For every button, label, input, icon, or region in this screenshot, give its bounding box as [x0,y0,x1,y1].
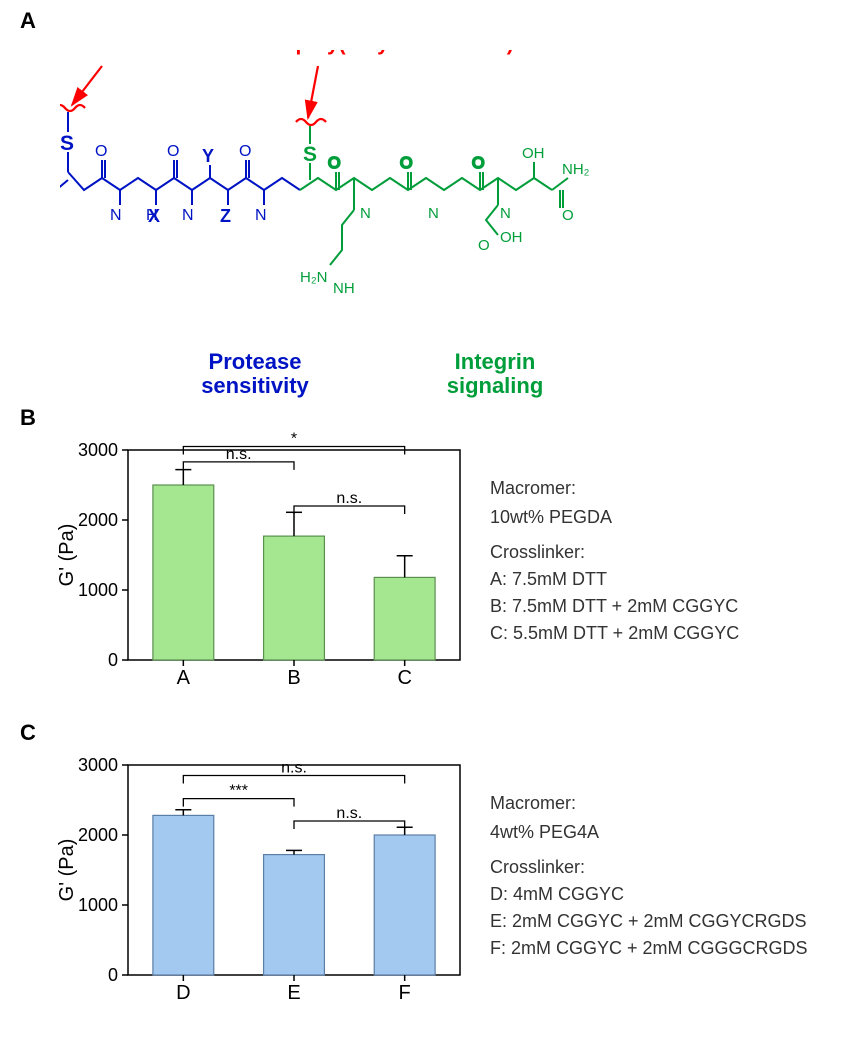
integrin-label: Integrin signaling [420,350,570,398]
svg-text:NH₂: NH₂ [562,161,590,178]
panel-a-title: Thioether bond or poly(acrylate-co-NVP) … [110,50,574,55]
s-2: S [303,143,317,166]
panel-label-a: A [20,8,36,34]
panel-label-b: B [20,405,36,431]
legend-b-macromer: 10wt% PEGDA [490,504,739,531]
legend-c-D: D: 4mM CGGYC [490,881,808,908]
legend-b-C: C: 5.5mM DTT + 2mM CGGYC [490,620,739,647]
svg-text:N: N [360,205,371,222]
backbone-blue-labels: OOO NH NN H₂N [60,143,267,224]
svg-text:OH: OH [522,145,545,162]
svg-text:E: E [287,982,300,1004]
svg-text:N: N [182,207,194,224]
svg-text:***: *** [229,783,248,800]
svg-text:H₂N: H₂N [300,269,328,286]
legend-c-E: E: 2mM CGGYC + 2mM CGGYCRGDS [490,908,808,935]
svg-text:F: F [399,982,411,1004]
backbone-blue [68,160,300,205]
schematic-svg: Thioether bond or poly(acrylate-co-NVP) … [60,50,620,380]
integrin-text1: Integrin [455,349,536,374]
svg-text:O: O [472,155,484,172]
svg-text:G' (Pa): G' (Pa) [56,839,78,902]
chart-b-svg: 0 1000 2000 3000 G' (Pa) A B C * n.s. n.s. [50,400,470,700]
legend-b-A: A: 7.5mM DTT [490,566,739,593]
chart-c-svg: 0 1000 2000 3000 G' (Pa) D E Fn.s. *** n.s. [50,715,470,1015]
svg-text:N: N [255,207,267,224]
svg-text:D: D [176,982,190,1004]
svg-text:NH: NH [333,280,355,297]
svg-text:O: O [167,143,179,160]
legend-b: Macromer: 10wt% PEGDA Crosslinker: A: 7.… [490,475,739,647]
svg-text:B: B [287,667,300,689]
svg-text:3000: 3000 [78,440,118,460]
label-Y: Y [202,146,214,166]
backbone-green-labels: N N N H₂N NH O OH OH NH₂ O [300,145,590,297]
svg-text:OH: OH [500,229,523,246]
legend-c-F: F: 2mM CGGYC + 2mM CGGGCRGDS [490,935,808,962]
svg-text:n.s.: n.s. [336,805,362,822]
chart-b: 0 1000 2000 3000 G' (Pa) A B C * n.s. n.s. [50,400,470,705]
svg-text:C: C [397,667,411,689]
svg-text:0: 0 [108,965,118,985]
svg-text:n.s.: n.s. [281,760,307,777]
legend-b-B: B: 7.5mM DTT + 2mM CGGYC [490,593,739,620]
svg-text:O: O [562,207,574,224]
svg-text:O: O [328,155,340,172]
protease-label: Protease sensitivity [180,350,330,398]
svg-text:*: * [291,431,297,448]
svg-text:n.s.: n.s. [226,446,252,463]
svg-text:1000: 1000 [78,895,118,915]
svg-text:n.s.: n.s. [336,490,362,507]
integrin-text2: signaling [447,373,544,398]
svg-text:0: 0 [108,650,118,670]
svg-text:O: O [95,143,107,160]
protease-text2: sensitivity [201,373,309,398]
squiggle-1 [60,105,85,111]
chart-c: 0 1000 2000 3000 G' (Pa) D E Fn.s. *** n.s. [50,715,470,1020]
legend-b-macromer-h: Macromer: [490,475,739,502]
svg-text:A: A [177,667,191,689]
s-1: S [60,132,74,155]
svg-text:2000: 2000 [78,825,118,845]
protease-text1: Protease [209,349,302,374]
arrow-1 [72,66,102,105]
legend-c-cross-h: Crosslinker: [490,854,808,881]
svg-text:N: N [500,205,511,222]
svg-text:2000: 2000 [78,510,118,530]
label-X: X [148,206,160,226]
label-Z: Z [220,206,231,226]
svg-text:O: O [478,237,490,254]
schematic: Thioether bond or poly(acrylate-co-NVP) … [60,50,600,380]
legend-b-cross-h: Crosslinker: [490,539,739,566]
svg-text:N: N [428,205,439,222]
svg-text:3000: 3000 [78,755,118,775]
legend-c-macromer-h: Macromer: [490,790,808,817]
svg-text:N: N [110,207,122,224]
legend-c: Macromer: 4wt% PEG4A Crosslinker: D: 4mM… [490,790,808,962]
panel-label-c: C [20,720,36,746]
svg-text:1000: 1000 [78,580,118,600]
legend-c-macromer: 4wt% PEG4A [490,819,808,846]
svg-text:G' (Pa): G' (Pa) [56,524,78,587]
arrow-2 [308,66,318,118]
svg-text:O: O [400,155,412,172]
squiggle-2 [296,119,326,125]
svg-text:O: O [239,143,251,160]
